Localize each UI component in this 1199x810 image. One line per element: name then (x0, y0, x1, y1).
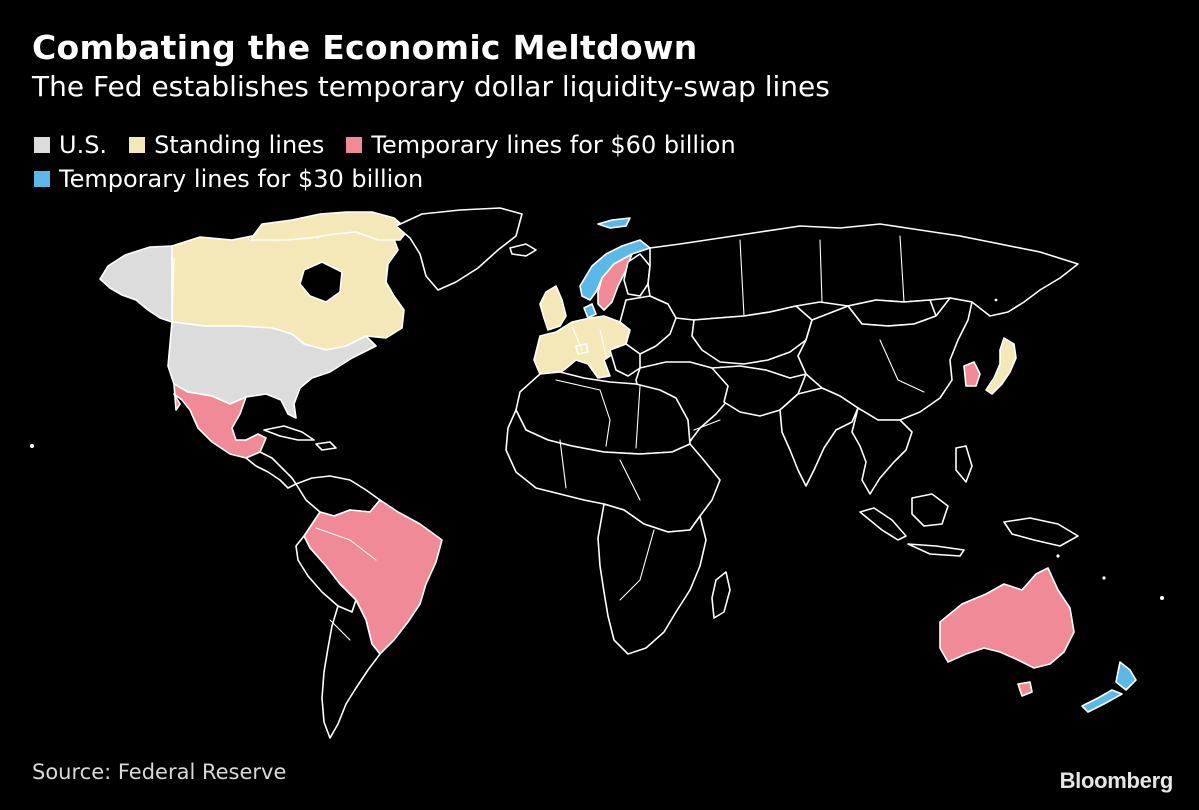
country-kazakhstan-central-asia (691, 305, 813, 365)
country-tasmania (1017, 681, 1033, 697)
legend-item-temporary-60: Temporary lines for $60 billion (346, 131, 736, 159)
country-australia (939, 567, 1075, 669)
bloomberg-logo: Bloomberg (1059, 768, 1174, 793)
source-note: Source: Federal Reserve (32, 760, 287, 784)
legend-label-temporary-30: Temporary lines for $30 billion (59, 165, 424, 193)
legend-swatch-temporary-60 (346, 137, 363, 153)
country-chile-argentina (321, 599, 381, 739)
country-uk (539, 285, 567, 331)
country-new-zealand-south (1081, 689, 1123, 713)
country-colombia-venezuela (295, 475, 381, 517)
chart-title: Combating the Economic Meltdown (32, 28, 698, 67)
hispaniola (315, 441, 337, 451)
country-new-zealand-north (1115, 661, 1137, 691)
country-south-korea (963, 361, 981, 387)
country-madagascar (711, 571, 731, 619)
country-finland (623, 253, 651, 297)
legend-swatch-standing-lines (129, 137, 146, 153)
country-southern-africa (597, 503, 707, 655)
legend: U.S. Standing lines Temporary lines for … (34, 128, 854, 196)
philippines (955, 445, 973, 483)
legend-row-1: U.S. Standing lines Temporary lines for … (34, 128, 854, 162)
greenland (395, 207, 523, 291)
indonesia-borneo (911, 493, 949, 527)
country-alaska (99, 245, 175, 323)
indonesia-sumatra (859, 507, 907, 541)
country-iceland (509, 243, 537, 257)
indonesia-java (907, 543, 965, 557)
country-mexico (173, 383, 267, 459)
internal-borders (171, 235, 925, 641)
country-india (779, 387, 859, 487)
legend-row-2: Temporary lines for $30 billion (34, 162, 854, 196)
country-shapes (99, 207, 1137, 739)
legend-label-us: U.S. (59, 131, 108, 159)
country-sweden (597, 253, 633, 311)
legend-item-temporary-30: Temporary lines for $30 billion (34, 165, 423, 193)
legend-label-temporary-60: Temporary lines for $60 billion (371, 131, 736, 159)
world-map (30, 207, 1164, 739)
country-japan (985, 337, 1017, 395)
legend-label-standing-lines: Standing lines (154, 131, 325, 159)
legend-item-standing-lines: Standing lines (129, 131, 324, 159)
country-denmark (583, 303, 597, 319)
hudson-bay (299, 261, 343, 303)
central-america (245, 451, 297, 489)
small-islands (30, 298, 1164, 600)
legend-swatch-temporary-30 (34, 171, 50, 187)
country-southeast-asia (851, 407, 913, 495)
legend-swatch-us (34, 137, 50, 153)
chart-subtitle: The Fed establishes temporary dollar liq… (32, 70, 830, 103)
legend-item-us: U.S. (34, 131, 107, 159)
cuba (263, 425, 315, 441)
svalbard (597, 217, 631, 229)
new-guinea (1003, 517, 1079, 547)
